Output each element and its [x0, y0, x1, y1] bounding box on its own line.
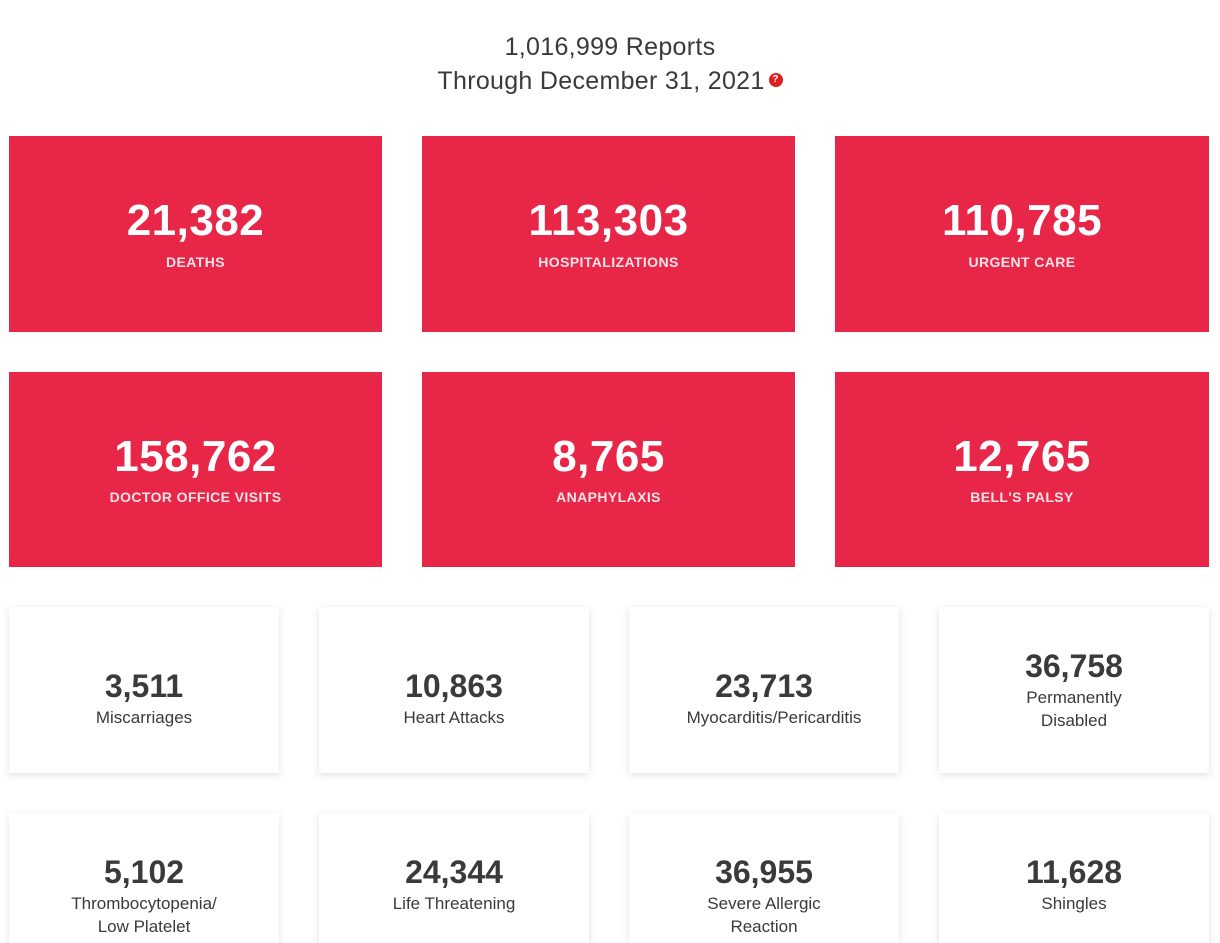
- stat-label: URGENT CARE: [968, 254, 1076, 270]
- report-header: 1,016,999 Reports Through December 31, 2…: [0, 30, 1220, 98]
- reports-count-title: 1,016,999 Reports: [504, 33, 716, 61]
- stat-card-miscarriages: 3,511 Miscarriages: [9, 607, 279, 773]
- stat-card-hospitalizations: 113,303 HOSPITALIZATIONS: [422, 136, 795, 332]
- stat-value: 21,382: [126, 196, 265, 245]
- stat-card-deaths: 21,382 DEATHS: [9, 136, 382, 332]
- stat-value: 8,765: [552, 432, 665, 481]
- stat-label: Myocarditis/Pericarditis: [686, 708, 862, 727]
- stat-card-life-threatening: 24,344 Life Threatening: [319, 813, 589, 943]
- stat-value: 11,628: [1025, 854, 1123, 890]
- stat-card-permanently-disabled: 36,758 Permanently Disabled: [939, 607, 1209, 773]
- stat-label: Severe Allergic Reaction: [707, 894, 821, 936]
- stat-label: DEATHS: [166, 254, 225, 270]
- stat-value: 113,303: [528, 196, 689, 245]
- stat-label: Permanently Disabled: [1026, 688, 1122, 730]
- stat-card-shingles: 11,628 Shingles: [939, 813, 1209, 943]
- stat-card-bells-palsy: 12,765 BELL'S PALSY: [835, 372, 1209, 567]
- stat-value: 24,344: [405, 854, 503, 890]
- stat-card-doctor-office-visits: 158,762 DOCTOR OFFICE VISITS: [9, 372, 382, 567]
- through-date-text: Through December 31, 2021: [437, 67, 765, 95]
- stat-card-heart-attacks: 10,863 Heart Attacks: [319, 607, 589, 773]
- stat-value: 110,785: [941, 196, 1103, 245]
- stat-card-severe-allergic-reaction: 36,955 Severe Allergic Reaction: [629, 813, 899, 943]
- stat-value: 158,762: [114, 432, 277, 481]
- stat-value: 5,102: [103, 854, 185, 890]
- help-icon[interactable]: ?: [768, 73, 783, 88]
- stat-value: 12,765: [953, 432, 1091, 481]
- stat-label: Life Threatening: [392, 894, 516, 913]
- stat-card-myocarditis: 23,713 Myocarditis/Pericarditis: [629, 607, 899, 773]
- stat-label: HOSPITALIZATIONS: [538, 254, 679, 270]
- through-date-title: Through December 31, 2021?: [0, 64, 1220, 98]
- stat-label: BELL'S PALSY: [970, 489, 1074, 505]
- stat-value: 36,955: [715, 854, 813, 890]
- stat-value: 36,758: [1025, 648, 1123, 684]
- stat-card-anaphylaxis: 8,765 ANAPHYLAXIS: [422, 372, 795, 567]
- stat-label: Thrombocytopenia/ Low Platelet: [71, 894, 217, 936]
- stat-value: 3,511: [104, 668, 184, 704]
- stat-label: Miscarriages: [95, 708, 193, 727]
- stat-label: ANAPHYLAXIS: [556, 489, 661, 505]
- stat-value: 23,713: [715, 668, 813, 704]
- stat-value: 10,863: [405, 668, 503, 704]
- stat-label: Shingles: [1041, 894, 1107, 913]
- stat-label: Heart Attacks: [403, 708, 505, 727]
- stat-card-urgent-care: 110,785 URGENT CARE: [835, 136, 1209, 332]
- stat-label: DOCTOR OFFICE VISITS: [109, 489, 282, 505]
- stat-card-thrombocytopenia: 5,102 Thrombocytopenia/ Low Platelet: [9, 813, 279, 943]
